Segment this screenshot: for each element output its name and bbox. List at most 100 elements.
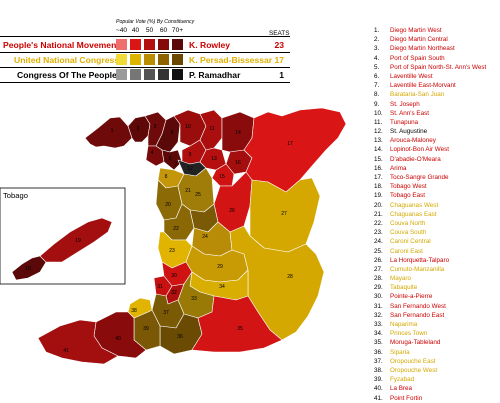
constituency-list-item: 8. Barataria-San Juan: [374, 90, 486, 99]
scale-label: ~40: [115, 27, 128, 34]
district-number-label: 36: [177, 334, 183, 340]
constituency-number: 28.: [374, 275, 383, 283]
constituency-list-item: 22. Couva North: [374, 219, 486, 228]
vote-share-swatch: [144, 69, 155, 80]
constituency-list-item: 14. Lopinot-Bon Air West: [374, 145, 486, 154]
constituency-number: 24.: [374, 238, 383, 246]
vote-share-swatch: [158, 54, 169, 65]
constituency-number: 4.: [374, 54, 380, 62]
district-number-label: 32: [171, 290, 177, 296]
scale-label: 60: [159, 27, 168, 34]
constituency-list-item: 28. Mayaro: [374, 274, 486, 283]
constituency-name: Naparima: [390, 321, 418, 328]
vote-share-swatch: [116, 69, 127, 80]
region-diego-martin-west: [84, 116, 133, 149]
district-number-label: 16: [235, 160, 241, 166]
constituency-list-item: 3. Diego Martin Northeast: [374, 44, 486, 53]
constituency-name: St. Augustine: [390, 128, 428, 136]
constituency-list-item: 33. Naparima: [374, 320, 486, 329]
constituency-number: 21.: [374, 210, 383, 218]
constituency-list-item: 38. Oropouche West: [374, 366, 486, 375]
constituency-number: 35.: [374, 339, 383, 347]
constituency-list-item: 26. La Horquetta-Talparo: [374, 256, 486, 265]
constituency-list-item: 7. Laventille East-Morvant: [374, 81, 486, 90]
district-number-label: 25: [195, 192, 201, 198]
constituency-number: 38.: [374, 366, 383, 374]
seats-unc: 17: [274, 55, 284, 65]
constituency-list-item: 19. Tobago East: [374, 191, 486, 200]
constituency-list-item: 37. Oropouche East: [374, 357, 486, 366]
vote-scale-heading: Popular Vote (%) By Constituency: [116, 19, 195, 25]
constituency-list-item: 27. Cumuto-Manzanilla: [374, 265, 486, 274]
constituency-number: 39.: [374, 376, 383, 384]
constituency-number: 31.: [374, 302, 383, 310]
candidate-unc: K. Persad-Bissessar: [189, 55, 273, 65]
constituency-number: 12.: [374, 128, 383, 136]
constituency-number: 6.: [374, 72, 380, 80]
vote-share-swatch: [130, 54, 141, 65]
constituency-list-item: 11. Tunapuna: [374, 118, 486, 127]
constituency-list-item: 12. St. Augustine: [374, 127, 486, 136]
constituency-number: 13.: [374, 137, 383, 145]
district-number-label: 20: [165, 202, 171, 208]
district-number-label: 17: [287, 141, 293, 147]
district-number-label: 24: [202, 234, 208, 240]
constituency-name: Moruga-Tableland: [390, 339, 441, 347]
constituency-name: Pointe-a-Pierre: [390, 293, 433, 301]
district-number-label: 6: [169, 156, 172, 162]
legend-divider: [0, 52, 290, 53]
constituency-name: Toco-Sangre Grande: [390, 174, 449, 181]
district-number-label: 22: [173, 226, 179, 232]
district-number-label: 12: [187, 166, 193, 172]
scale-label: 50: [145, 27, 154, 34]
district-number-label: 10: [185, 124, 191, 130]
constituency-name: Siparia: [390, 348, 410, 356]
constituency-name: La Horquetta-Talparo: [390, 256, 450, 264]
region-point-fortin: [37, 319, 119, 365]
district-number-label: 13: [211, 156, 217, 162]
constituency-number: 29.: [374, 284, 383, 292]
constituency-list-item: 35. Moruga-Tableland: [374, 338, 486, 347]
constituency-number: 25.: [374, 247, 383, 255]
constituency-number: 37.: [374, 357, 383, 365]
constituency-number: 11.: [374, 118, 383, 126]
constituency-name: Point Fortin: [390, 394, 423, 402]
district-number-label: 2: [137, 126, 140, 132]
constituency-list-item: 29. Tabaquite: [374, 283, 486, 292]
constituency-number: 15.: [374, 155, 383, 163]
constituency-name: Tabaquite: [390, 284, 418, 292]
constituency-name: Arouca-Maloney: [390, 137, 436, 145]
constituency-list-item: 39. Fyzabad: [374, 375, 486, 384]
district-number-label: 5: [171, 130, 174, 136]
district-number-label: 21: [185, 188, 191, 194]
constituency-list-item: 1. Diego Martin West: [374, 26, 486, 35]
constituency-name: Oropouche East: [390, 357, 436, 365]
constituency-list-item: 25. Caroni East: [374, 247, 486, 256]
constituency-name: St. Ann's East: [390, 109, 430, 117]
constituency-list-item: 41. Point Fortin: [374, 394, 486, 403]
constituency-list: 1. Diego Martin West 2. Diego Martin Centra…: [374, 26, 486, 403]
constituency-name: Port of Spain South: [390, 54, 445, 62]
scale-label: 40: [131, 27, 140, 34]
constituency-list-item: 32. San Fernando East: [374, 311, 486, 320]
constituency-name: Laventille West: [390, 72, 433, 80]
constituency-number: 5.: [374, 63, 380, 71]
constituency-number: 34.: [374, 330, 383, 338]
constituency-number: 23.: [374, 229, 383, 237]
district-number-label: 11: [209, 126, 214, 132]
region-toco: [243, 107, 347, 193]
constituency-list-item: 4. Port of Spain South: [374, 54, 486, 63]
district-number-label: 1: [111, 128, 114, 134]
seats-heading: SEATS: [269, 30, 290, 37]
constituency-name: Tunapuna: [390, 118, 419, 126]
district-number-label: 27: [281, 211, 287, 217]
vote-share-swatch: [172, 54, 183, 65]
constituency-number: 27.: [374, 265, 383, 273]
constituency-name: Caroni Central: [390, 238, 431, 246]
constituency-number: 26.: [374, 256, 383, 264]
vote-share-swatch: [130, 39, 141, 50]
constituency-number: 41.: [374, 394, 383, 402]
constituency-name: Tobago East: [390, 192, 426, 200]
district-number-label: 31: [157, 284, 163, 290]
constituency-name: Caroni East: [390, 247, 423, 255]
